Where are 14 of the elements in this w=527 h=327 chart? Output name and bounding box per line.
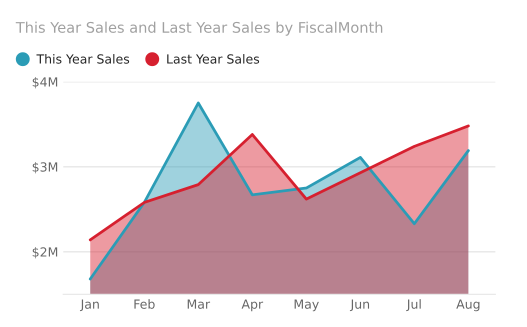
x-tick-label: Jun (350, 300, 370, 312)
x-tick-label: Mar (188, 300, 210, 309)
x-tick-label: Jul (406, 299, 421, 312)
legend-label: This Year Sales (36, 54, 130, 64)
chart-title: This Year Sales and Last Year Sales by FiscalMonth (16, 22, 382, 36)
x-tick-label: Jan (80, 300, 99, 312)
x-tick-label: Aug (456, 300, 480, 312)
x-tick-label: Apr (242, 300, 264, 312)
x-tick-label: May (294, 300, 319, 312)
x-tick-label: Feb (134, 299, 155, 309)
y-tick-label: $3M (32, 162, 58, 174)
y-tick-label: $4M (32, 77, 58, 88)
legend-label: Last Year Sales (167, 54, 260, 64)
y-tick-label: $2M (32, 247, 58, 258)
